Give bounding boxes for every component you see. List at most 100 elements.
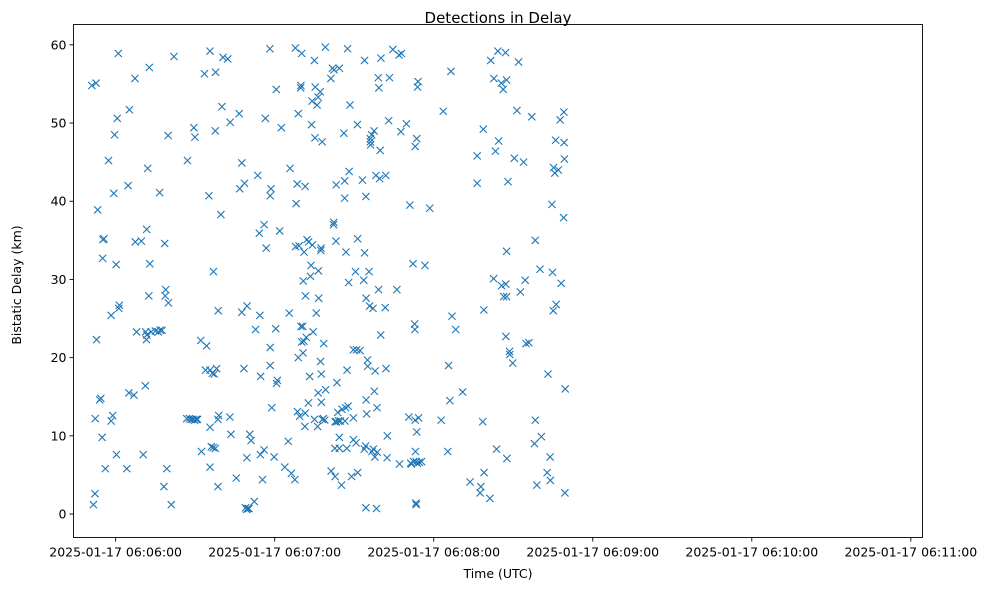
detection-point [384,116,393,125]
detection-point [411,416,420,425]
detection-point [319,339,328,348]
detection-point [265,44,274,53]
detection-point [139,450,148,459]
detection-point [110,130,119,139]
detection-point [372,504,381,513]
detection-point [159,482,168,491]
detection-point [332,180,341,189]
detection-point [243,302,252,311]
detection-point [112,260,121,269]
detection-point [200,69,209,78]
detection-point [273,376,282,385]
detection-point [479,125,488,134]
detection-point [308,97,317,106]
detection-point [290,475,299,484]
detection-point [445,396,454,405]
detection-point [267,403,276,412]
detection-point [314,294,323,303]
detection-point [492,445,501,454]
detection-point [353,120,362,129]
detection-point [531,236,540,245]
detection-point [340,416,349,425]
detection-point [310,415,319,424]
x-tick-label: 2025-01-17 06:11:00 [844,545,977,560]
detection-point [210,370,219,379]
detection-point [373,448,382,457]
detection-point [293,180,302,189]
detection-point [260,220,269,229]
detection-point [145,259,154,268]
detection-point [211,68,220,77]
detection-point [294,109,303,118]
detection-point [301,182,310,191]
detection-point [293,407,302,416]
detection-point [411,447,420,456]
detection-point [142,330,151,339]
detection-point [223,54,232,63]
x-tick-label: 2025-01-17 06:07:00 [208,545,341,560]
detection-point [329,218,338,227]
detection-point [371,366,380,375]
detection-point [91,414,100,423]
detection-point [89,500,98,509]
detection-point [256,372,265,381]
detection-point [240,179,249,188]
detection-point [190,416,199,425]
detection-point [334,416,343,425]
x-tick-label: 2025-01-17 06:06:00 [49,545,182,560]
detection-point [308,241,317,250]
detection-point [497,281,506,290]
detection-point [310,133,319,142]
detection-point [425,204,434,213]
detection-point [300,422,309,431]
detection-point [302,333,311,342]
detection-point [285,309,294,318]
detection-point [244,504,253,513]
detection-point [330,65,339,74]
detection-point [516,287,525,296]
detection-point [291,43,300,52]
detection-point [256,450,265,459]
y-tick-label: 50 [51,116,67,131]
detection-point [503,177,512,186]
detection-point [277,123,286,132]
detection-point [109,189,118,198]
detection-point [560,138,569,147]
detection-point [299,348,308,357]
detection-point [491,147,500,156]
detection-point [214,306,223,315]
detection-point [361,503,370,512]
detection-point [530,439,539,448]
detection-point [143,164,152,173]
detection-point [361,192,370,201]
y-tick-label: 40 [51,194,67,209]
detection-point [561,384,570,393]
detection-point [329,220,338,229]
detection-point [316,87,325,96]
detection-point [559,108,568,117]
detection-point [374,83,383,92]
detection-point [343,366,352,375]
detection-point [169,52,178,61]
detection-point [376,54,385,63]
detection-point [132,327,141,336]
detection-point [341,248,350,257]
detection-point [162,464,171,473]
detection-point [272,85,281,94]
detection-point [344,278,353,287]
detection-point [272,379,281,388]
detection-point [255,311,264,320]
detection-point [489,274,498,283]
detection-point [347,472,356,481]
detection-point [551,136,560,145]
detection-point [373,403,381,412]
detection-point [142,225,151,234]
detection-point [255,229,264,238]
detection-point [164,298,173,307]
detection-point [505,350,514,359]
y-tick-label: 0 [59,507,67,522]
detection-point [381,171,390,180]
detection-point [98,433,107,442]
detection-point [332,378,341,387]
